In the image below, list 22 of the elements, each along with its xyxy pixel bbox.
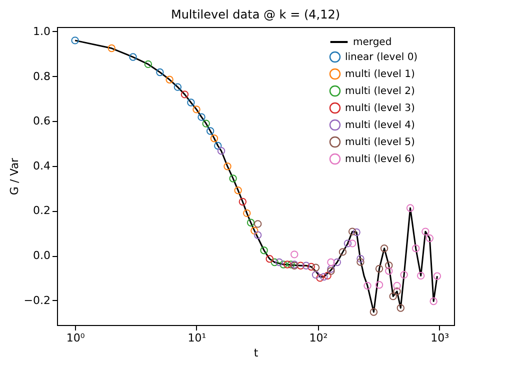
y-tick-label: −0.2: [24, 294, 50, 307]
y-tick-label: 0.0: [33, 249, 50, 262]
y-tick-label: 0.2: [33, 204, 50, 218]
legend-label: linear (level 0): [345, 52, 418, 63]
x-tick-label: 10³: [430, 332, 450, 344]
legend-label: multi (level 5): [345, 137, 415, 148]
y-tick-label: 1.0: [33, 24, 50, 38]
x-axis-title: t: [254, 346, 259, 360]
legend-label: multi (level 6): [345, 154, 415, 165]
legend-label: multi (level 2): [345, 86, 415, 97]
legend-label: multi (level 3): [345, 103, 415, 114]
y-tick-label: 0.4: [33, 159, 50, 172]
legend-label: merged: [353, 37, 392, 48]
y-tick-label: 0.6: [33, 114, 50, 128]
y-axis-title: G / Var: [8, 157, 21, 196]
y-tick-label: 0.8: [33, 70, 50, 83]
x-tick-label: 10²: [309, 332, 328, 344]
x-tick-label: 10⁰: [66, 332, 86, 344]
legend-label: multi (level 1): [345, 69, 415, 80]
chart-title: Multilevel data @ k = (4,12): [170, 7, 340, 22]
legend-label: multi (level 4): [345, 120, 415, 131]
x-tick-label: 10¹: [188, 332, 206, 344]
